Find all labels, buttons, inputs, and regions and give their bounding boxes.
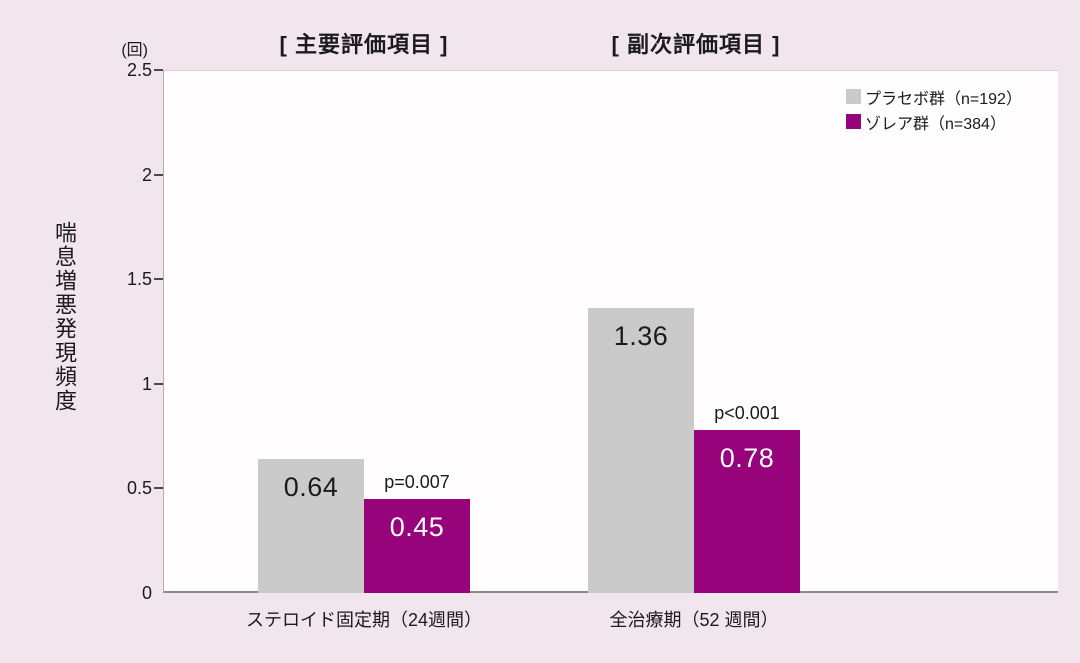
p-value-label-group1: p<0.001 bbox=[714, 402, 780, 423]
legend-item-placebo: プラセボ群（n=192） bbox=[846, 84, 1022, 109]
category-label-group1: 全治療期（52 週間） bbox=[609, 610, 779, 630]
bar-value-xolair-group1: 0.78 bbox=[719, 442, 775, 473]
legend-label-xolair: ゾレア群（n=384） bbox=[865, 115, 1006, 133]
bar-value-placebo-group0: 0.64 bbox=[283, 472, 339, 503]
y-tick-label: 1.5 bbox=[126, 269, 152, 290]
y-tick-mark bbox=[154, 173, 163, 176]
y-tick-label: 0.5 bbox=[126, 478, 152, 499]
legend-item-xolair: ゾレア群（n=384） bbox=[846, 109, 1022, 134]
y-tick-mark bbox=[154, 487, 163, 490]
bar-xolair-group0 bbox=[364, 498, 470, 593]
y-tick-label: 2 bbox=[141, 164, 152, 185]
legend-label-placebo: プラセボ群（n=192） bbox=[865, 90, 1022, 108]
section-title-primary-endpoint: [ 主要評価項目 ] bbox=[279, 32, 449, 57]
y-tick-mark bbox=[154, 382, 163, 385]
category-label-group0: ステロイド固定期（24週間） bbox=[245, 610, 483, 630]
legend-swatch-xolair bbox=[846, 114, 861, 129]
bar-xolair-group1 bbox=[694, 429, 800, 593]
y-tick-mark bbox=[154, 278, 163, 281]
y-tick-label: 1 bbox=[141, 373, 152, 394]
legend: プラセボ群（n=192） ゾレア群（n=384） bbox=[846, 84, 1022, 134]
p-value-label-group0: p=0.007 bbox=[384, 471, 450, 492]
bar-placebo-group0 bbox=[258, 459, 364, 593]
y-tick-mark bbox=[154, 69, 163, 71]
y-tick-label: 2.5 bbox=[126, 60, 152, 80]
bar-value-placebo-group1: 1.36 bbox=[613, 321, 669, 352]
bar-value-xolair-group0: 0.45 bbox=[389, 511, 445, 542]
legend-swatch-placebo bbox=[846, 89, 861, 104]
y-tick-label: 0 bbox=[141, 583, 152, 603]
section-title-secondary-endpoint: [ 副次評価項目 ] bbox=[611, 32, 781, 57]
bar-placebo-group1 bbox=[588, 308, 694, 593]
y-axis-title: 喘息増悪発現頻度 bbox=[52, 221, 77, 413]
y-axis-unit-label: (回) bbox=[121, 42, 148, 59]
